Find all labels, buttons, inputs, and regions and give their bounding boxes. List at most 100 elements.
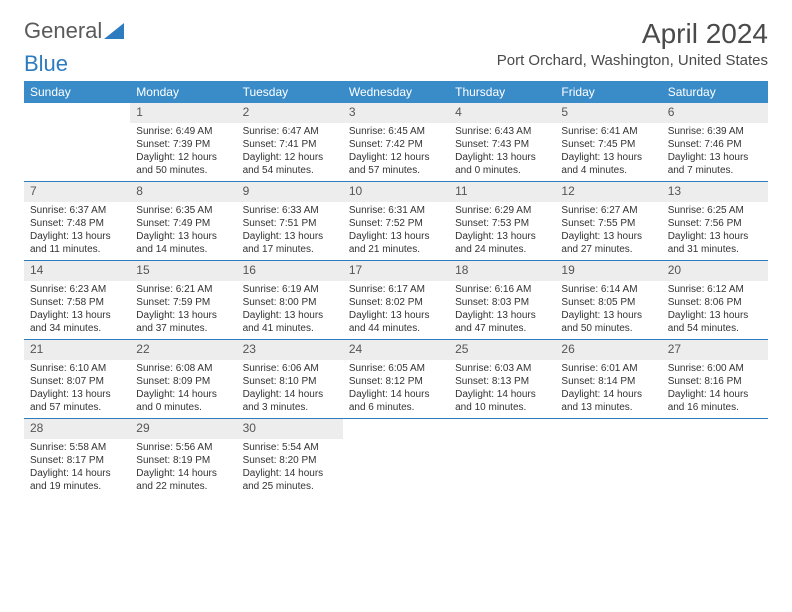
daylight-text: Daylight: 13 hours and 17 minutes. [243,230,337,256]
sunrise-text: Sunrise: 6:33 AM [243,204,337,217]
week-row: 28Sunrise: 5:58 AMSunset: 8:17 PMDayligh… [24,418,768,497]
day-number: 29 [130,419,236,439]
sunset-text: Sunset: 7:59 PM [136,296,230,309]
day-number: 14 [24,261,130,281]
daylight-text: Daylight: 13 hours and 57 minutes. [30,388,124,414]
day-cell [662,419,768,497]
day-cell: 1Sunrise: 6:49 AMSunset: 7:39 PMDaylight… [130,103,236,181]
sunset-text: Sunset: 8:03 PM [455,296,549,309]
daylight-text: Daylight: 13 hours and 37 minutes. [136,309,230,335]
day-body: Sunrise: 6:27 AMSunset: 7:55 PMDaylight:… [555,202,661,260]
sunrise-text: Sunrise: 6:01 AM [561,362,655,375]
day-body: Sunrise: 6:19 AMSunset: 8:00 PMDaylight:… [237,281,343,339]
sunset-text: Sunset: 7:43 PM [455,138,549,151]
sunrise-text: Sunrise: 6:21 AM [136,283,230,296]
week-row: 7Sunrise: 6:37 AMSunset: 7:48 PMDaylight… [24,181,768,260]
day-number: 19 [555,261,661,281]
calendar: Sunday Monday Tuesday Wednesday Thursday… [24,81,768,497]
day-header: Saturday [662,81,768,103]
sunset-text: Sunset: 7:52 PM [349,217,443,230]
day-cell: 2Sunrise: 6:47 AMSunset: 7:41 PMDaylight… [237,103,343,181]
day-number: 9 [237,182,343,202]
day-cell: 19Sunrise: 6:14 AMSunset: 8:05 PMDayligh… [555,261,661,339]
day-body: Sunrise: 6:33 AMSunset: 7:51 PMDaylight:… [237,202,343,260]
day-body: Sunrise: 6:21 AMSunset: 7:59 PMDaylight:… [130,281,236,339]
day-body: Sunrise: 6:37 AMSunset: 7:48 PMDaylight:… [24,202,130,260]
sunset-text: Sunset: 7:39 PM [136,138,230,151]
day-number: 23 [237,340,343,360]
day-cell: 9Sunrise: 6:33 AMSunset: 7:51 PMDaylight… [237,182,343,260]
daylight-text: Daylight: 13 hours and 27 minutes. [561,230,655,256]
sunset-text: Sunset: 8:06 PM [668,296,762,309]
day-body: Sunrise: 5:54 AMSunset: 8:20 PMDaylight:… [237,439,343,497]
sunrise-text: Sunrise: 6:37 AM [30,204,124,217]
sunrise-text: Sunrise: 6:29 AM [455,204,549,217]
day-body: Sunrise: 6:10 AMSunset: 8:07 PMDaylight:… [24,360,130,418]
day-number: 7 [24,182,130,202]
day-number: 11 [449,182,555,202]
day-number: 3 [343,103,449,123]
daylight-text: Daylight: 13 hours and 31 minutes. [668,230,762,256]
sunrise-text: Sunrise: 6:10 AM [30,362,124,375]
day-header: Thursday [449,81,555,103]
day-cell: 21Sunrise: 6:10 AMSunset: 8:07 PMDayligh… [24,340,130,418]
day-cell: 22Sunrise: 6:08 AMSunset: 8:09 PMDayligh… [130,340,236,418]
day-cell: 24Sunrise: 6:05 AMSunset: 8:12 PMDayligh… [343,340,449,418]
daylight-text: Daylight: 14 hours and 3 minutes. [243,388,337,414]
day-number: 1 [130,103,236,123]
day-cell [555,419,661,497]
day-body: Sunrise: 5:56 AMSunset: 8:19 PMDaylight:… [130,439,236,497]
daylight-text: Daylight: 13 hours and 21 minutes. [349,230,443,256]
sunset-text: Sunset: 7:45 PM [561,138,655,151]
day-cell: 11Sunrise: 6:29 AMSunset: 7:53 PMDayligh… [449,182,555,260]
day-cell: 13Sunrise: 6:25 AMSunset: 7:56 PMDayligh… [662,182,768,260]
day-number: 25 [449,340,555,360]
sunset-text: Sunset: 8:20 PM [243,454,337,467]
day-cell: 29Sunrise: 5:56 AMSunset: 8:19 PMDayligh… [130,419,236,497]
sunrise-text: Sunrise: 6:25 AM [668,204,762,217]
sunrise-text: Sunrise: 6:41 AM [561,125,655,138]
daylight-text: Daylight: 14 hours and 16 minutes. [668,388,762,414]
daylight-text: Daylight: 14 hours and 13 minutes. [561,388,655,414]
sunrise-text: Sunrise: 6:16 AM [455,283,549,296]
day-body: Sunrise: 6:14 AMSunset: 8:05 PMDaylight:… [555,281,661,339]
day-body: Sunrise: 6:00 AMSunset: 8:16 PMDaylight:… [662,360,768,418]
day-number: 6 [662,103,768,123]
day-number: 21 [24,340,130,360]
daylight-text: Daylight: 13 hours and 7 minutes. [668,151,762,177]
day-number: 30 [237,419,343,439]
day-header: Friday [555,81,661,103]
day-body: Sunrise: 6:03 AMSunset: 8:13 PMDaylight:… [449,360,555,418]
daylight-text: Daylight: 14 hours and 22 minutes. [136,467,230,493]
sunrise-text: Sunrise: 6:00 AM [668,362,762,375]
daylight-text: Daylight: 13 hours and 14 minutes. [136,230,230,256]
sunset-text: Sunset: 7:46 PM [668,138,762,151]
sunrise-text: Sunrise: 6:03 AM [455,362,549,375]
day-number: 20 [662,261,768,281]
day-number: 16 [237,261,343,281]
day-body: Sunrise: 6:25 AMSunset: 7:56 PMDaylight:… [662,202,768,260]
sunset-text: Sunset: 8:07 PM [30,375,124,388]
sunrise-text: Sunrise: 6:45 AM [349,125,443,138]
day-cell: 28Sunrise: 5:58 AMSunset: 8:17 PMDayligh… [24,419,130,497]
sunset-text: Sunset: 8:09 PM [136,375,230,388]
daylight-text: Daylight: 14 hours and 19 minutes. [30,467,124,493]
sunset-text: Sunset: 7:42 PM [349,138,443,151]
daylight-text: Daylight: 13 hours and 41 minutes. [243,309,337,335]
logo-text-1: General [24,18,102,44]
sunrise-text: Sunrise: 5:54 AM [243,441,337,454]
daylight-text: Daylight: 12 hours and 57 minutes. [349,151,443,177]
day-body: Sunrise: 6:35 AMSunset: 7:49 PMDaylight:… [130,202,236,260]
day-cell: 10Sunrise: 6:31 AMSunset: 7:52 PMDayligh… [343,182,449,260]
day-cell: 4Sunrise: 6:43 AMSunset: 7:43 PMDaylight… [449,103,555,181]
daylight-text: Daylight: 13 hours and 54 minutes. [668,309,762,335]
daylight-text: Daylight: 13 hours and 47 minutes. [455,309,549,335]
week-row: 1Sunrise: 6:49 AMSunset: 7:39 PMDaylight… [24,103,768,181]
daylight-text: Daylight: 13 hours and 4 minutes. [561,151,655,177]
day-header-row: Sunday Monday Tuesday Wednesday Thursday… [24,81,768,103]
day-number: 17 [343,261,449,281]
day-body: Sunrise: 6:16 AMSunset: 8:03 PMDaylight:… [449,281,555,339]
daylight-text: Daylight: 13 hours and 11 minutes. [30,230,124,256]
day-cell: 16Sunrise: 6:19 AMSunset: 8:00 PMDayligh… [237,261,343,339]
day-body: Sunrise: 6:08 AMSunset: 8:09 PMDaylight:… [130,360,236,418]
